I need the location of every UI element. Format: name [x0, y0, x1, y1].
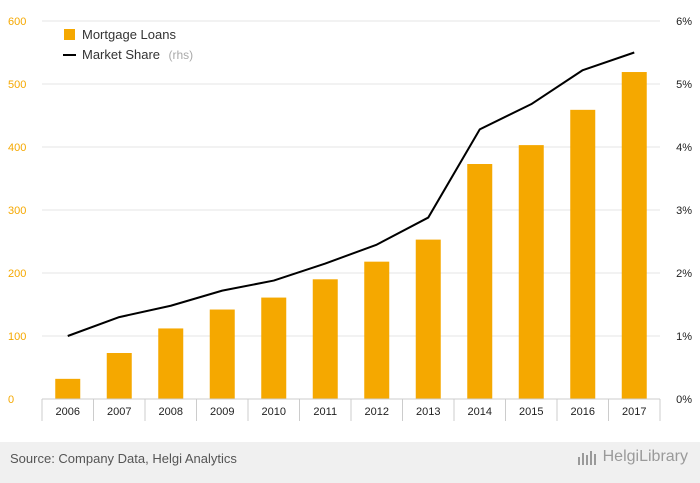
x-tick-label: 2015: [519, 406, 543, 418]
y-left-tick-label: 300: [8, 205, 26, 217]
y-left-tick-label: 0: [8, 394, 14, 406]
source-note: Source: Company Data, Helgi Analytics: [10, 451, 237, 466]
x-tick-label: 2007: [107, 406, 131, 418]
x-tick-label: 2016: [571, 406, 595, 418]
bar: [467, 164, 493, 399]
bar: [158, 328, 184, 399]
brand-logo: HelgiLibrary: [577, 448, 688, 466]
y-left-tick-label: 100: [8, 331, 26, 343]
bar: [312, 279, 338, 399]
brand-name: HelgiLibrary: [602, 448, 688, 465]
bar: [621, 72, 647, 399]
bar: [261, 297, 287, 399]
legend-label-market-share: Market Share (rhs): [82, 46, 193, 63]
bar: [570, 109, 596, 399]
x-tick-label: 2006: [56, 406, 80, 418]
y-right-tick-label: 0%: [676, 394, 692, 406]
y-right-tick-label: 4%: [676, 142, 692, 154]
y-right-tick-label: 2%: [676, 268, 692, 280]
y-right-tick-label: 1%: [676, 331, 692, 343]
x-tick-label: 2009: [210, 406, 234, 418]
bar: [209, 309, 235, 399]
bar: [518, 145, 544, 399]
y-right-tick-label: 3%: [676, 205, 692, 217]
y-right-tick-label: 5%: [676, 79, 692, 91]
x-tick-label: 2014: [468, 406, 492, 418]
y-left-tick-label: 200: [8, 268, 26, 280]
bar: [106, 353, 132, 399]
x-tick-label: 2012: [365, 406, 389, 418]
legend: Mortgage Loans Market Share (rhs): [63, 27, 193, 63]
y-right-tick-label: 6%: [676, 16, 692, 28]
x-tick-label: 2017: [622, 406, 646, 418]
x-tick-label: 2010: [262, 406, 286, 418]
y-left-tick-label: 600: [8, 16, 26, 28]
legend-swatch-mortgage-loans: [64, 29, 75, 40]
y-left-tick-label: 400: [8, 142, 26, 154]
y-left-tick-label: 500: [8, 79, 26, 91]
x-tick-label: 2011: [313, 406, 337, 418]
bar: [364, 261, 390, 399]
market-share-line: [67, 51, 635, 337]
bar: [415, 239, 441, 399]
bar: [55, 378, 81, 399]
legend-label-mortgage-loans: Mortgage Loans: [82, 27, 176, 42]
library-icon: [577, 451, 596, 465]
x-tick-label: 2008: [159, 406, 183, 418]
x-tick-label: 2013: [416, 406, 440, 418]
